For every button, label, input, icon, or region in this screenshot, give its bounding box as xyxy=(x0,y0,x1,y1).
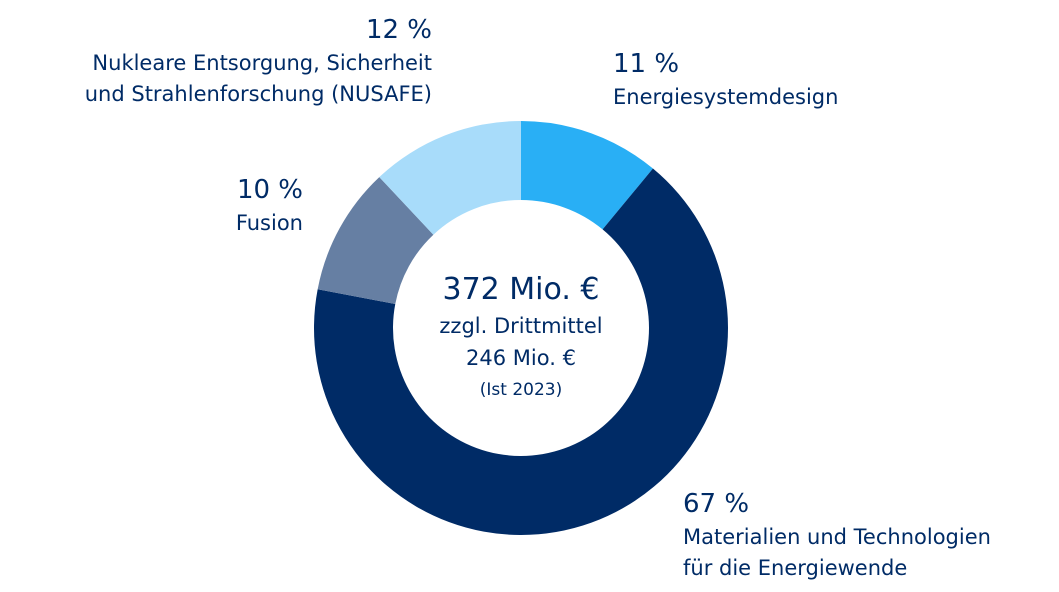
percent-label: 11 % xyxy=(613,49,680,79)
center-text: 372 Mio. € xyxy=(442,272,600,307)
center-text: 246 Mio. € xyxy=(466,346,576,370)
segment-label: 10 % Fusion xyxy=(236,172,303,239)
center-text: (Ist 2023) xyxy=(479,380,563,400)
segment-label: 12 % Nukleare Entsorgung, Sicherheit und … xyxy=(85,12,432,110)
percent-label: 12 % xyxy=(365,15,432,45)
segment-label: 11 % Energiesystemdesign xyxy=(613,46,838,113)
center-text: zzgl. Drittmittel xyxy=(439,314,603,338)
segment-label: 67 % Materialien und Technologien für die… xyxy=(683,486,991,584)
donut-segment xyxy=(521,121,653,230)
category-label: Energiesystemdesign xyxy=(613,85,839,109)
donut-segment xyxy=(314,168,728,535)
donut-segment xyxy=(317,177,434,305)
percent-label: 10 % xyxy=(236,175,303,205)
category-label: Nukleare Entsorgung, Sicherheit und Stra… xyxy=(84,51,432,106)
category-label: Materialien und Technologien für die Ene… xyxy=(683,525,991,580)
category-label: Fusion xyxy=(235,211,303,235)
percent-label: 67 % xyxy=(683,489,750,519)
donut-segment xyxy=(379,121,521,235)
